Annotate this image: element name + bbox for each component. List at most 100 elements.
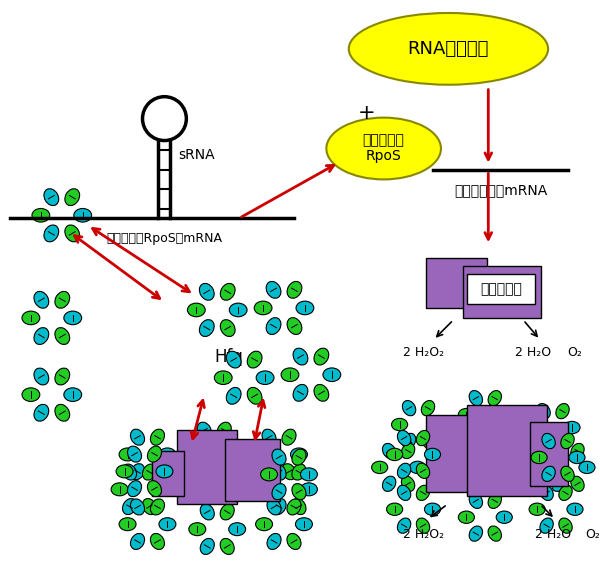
Ellipse shape	[189, 523, 206, 536]
Ellipse shape	[488, 423, 502, 439]
Ellipse shape	[272, 449, 286, 465]
Ellipse shape	[540, 485, 553, 500]
Bar	[467, 405, 547, 496]
Ellipse shape	[199, 283, 214, 300]
Ellipse shape	[55, 368, 70, 385]
Ellipse shape	[34, 328, 49, 345]
Ellipse shape	[496, 511, 512, 523]
Ellipse shape	[151, 499, 164, 515]
Ellipse shape	[397, 430, 411, 446]
Ellipse shape	[151, 464, 164, 480]
Text: 2 H₂O₂: 2 H₂O₂	[403, 527, 444, 540]
Ellipse shape	[44, 225, 59, 242]
Ellipse shape	[220, 283, 235, 300]
Ellipse shape	[392, 419, 407, 430]
Ellipse shape	[292, 464, 306, 480]
Ellipse shape	[226, 441, 242, 454]
Ellipse shape	[287, 318, 302, 335]
Ellipse shape	[293, 385, 308, 401]
Ellipse shape	[559, 485, 572, 500]
Text: 2 H₂O₂: 2 H₂O₂	[403, 346, 444, 359]
Ellipse shape	[197, 457, 211, 473]
Ellipse shape	[287, 533, 301, 549]
Ellipse shape	[416, 430, 430, 446]
Ellipse shape	[559, 518, 572, 533]
Ellipse shape	[421, 433, 434, 449]
Ellipse shape	[571, 476, 584, 492]
Bar	[225, 439, 280, 502]
Ellipse shape	[214, 371, 232, 385]
Ellipse shape	[397, 463, 411, 479]
Ellipse shape	[424, 503, 440, 516]
Ellipse shape	[526, 422, 542, 434]
Ellipse shape	[55, 328, 70, 345]
Ellipse shape	[199, 320, 214, 336]
Text: O₂: O₂	[586, 527, 600, 540]
Ellipse shape	[262, 464, 276, 480]
Text: +: +	[358, 103, 376, 123]
Ellipse shape	[266, 318, 281, 335]
Ellipse shape	[416, 463, 430, 479]
Ellipse shape	[430, 419, 446, 430]
Ellipse shape	[540, 518, 553, 533]
Ellipse shape	[469, 390, 482, 406]
Ellipse shape	[386, 503, 403, 516]
Ellipse shape	[314, 348, 329, 365]
Ellipse shape	[220, 504, 234, 520]
Ellipse shape	[290, 448, 307, 461]
Ellipse shape	[323, 368, 341, 382]
Ellipse shape	[272, 499, 286, 514]
Ellipse shape	[458, 409, 475, 421]
Ellipse shape	[272, 464, 286, 480]
Ellipse shape	[416, 518, 430, 533]
Ellipse shape	[469, 526, 482, 541]
Ellipse shape	[537, 403, 550, 419]
Bar	[425, 415, 484, 492]
Ellipse shape	[531, 451, 547, 463]
Ellipse shape	[537, 436, 550, 452]
Ellipse shape	[403, 433, 416, 449]
Ellipse shape	[142, 464, 157, 480]
Ellipse shape	[220, 539, 234, 554]
Ellipse shape	[571, 443, 584, 459]
Ellipse shape	[542, 466, 555, 482]
Ellipse shape	[421, 400, 434, 416]
Ellipse shape	[34, 292, 49, 308]
Ellipse shape	[122, 499, 137, 514]
Ellipse shape	[488, 390, 502, 406]
Ellipse shape	[458, 511, 475, 523]
Ellipse shape	[282, 464, 296, 480]
Text: シグマ因子: シグマ因子	[363, 133, 404, 148]
Ellipse shape	[148, 446, 161, 462]
Ellipse shape	[256, 517, 272, 531]
Ellipse shape	[314, 385, 329, 401]
Text: O₂: O₂	[568, 346, 583, 359]
Ellipse shape	[260, 468, 278, 481]
Bar	[178, 429, 237, 505]
Ellipse shape	[262, 429, 276, 445]
Ellipse shape	[386, 448, 403, 460]
Bar	[152, 452, 184, 496]
Ellipse shape	[122, 464, 137, 480]
Ellipse shape	[282, 429, 296, 445]
Ellipse shape	[217, 457, 231, 473]
Ellipse shape	[65, 189, 80, 206]
Ellipse shape	[247, 351, 262, 368]
Ellipse shape	[116, 465, 133, 478]
Ellipse shape	[32, 209, 50, 222]
Ellipse shape	[130, 499, 145, 515]
Ellipse shape	[409, 461, 425, 473]
Text: カタラーゼ: カタラーゼ	[481, 282, 522, 296]
Ellipse shape	[200, 539, 214, 554]
Ellipse shape	[151, 429, 164, 445]
Ellipse shape	[556, 436, 569, 452]
Ellipse shape	[296, 301, 314, 315]
Ellipse shape	[403, 400, 416, 416]
Ellipse shape	[251, 448, 268, 461]
Ellipse shape	[556, 403, 569, 419]
Ellipse shape	[397, 485, 411, 500]
Ellipse shape	[301, 483, 317, 496]
Ellipse shape	[260, 483, 278, 496]
Text: シグマ因子RpoSのmRNA: シグマ因子RpoSのmRNA	[106, 232, 223, 245]
Ellipse shape	[34, 368, 49, 385]
